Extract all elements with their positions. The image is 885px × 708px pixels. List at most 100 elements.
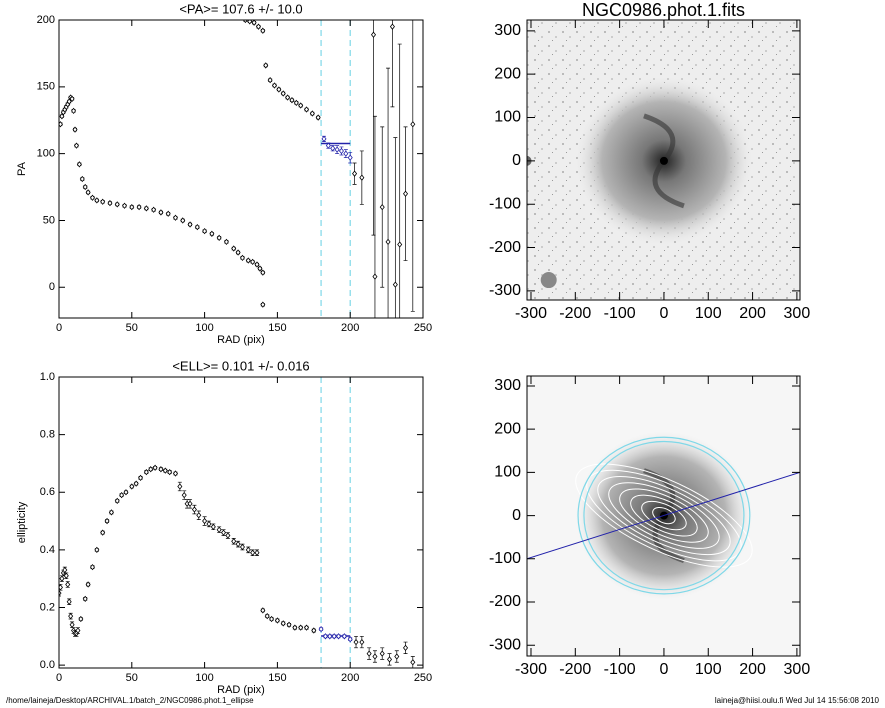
y-tick-label: 0.2 bbox=[40, 601, 55, 613]
y-tick-label: -100 bbox=[489, 550, 521, 567]
x-tick-label: 100 bbox=[695, 305, 722, 322]
point bbox=[123, 489, 129, 496]
y-tick-label: 100 bbox=[494, 109, 521, 126]
pa-line bbox=[527, 471, 800, 560]
point bbox=[289, 97, 295, 104]
point bbox=[254, 261, 260, 268]
point bbox=[318, 625, 324, 633]
y-tick-label: 100 bbox=[494, 464, 521, 481]
point bbox=[62, 566, 68, 574]
isophote bbox=[608, 482, 720, 549]
x-tick-label: 0 bbox=[56, 322, 62, 334]
image bbox=[527, 20, 800, 300]
point bbox=[191, 506, 197, 513]
point bbox=[235, 249, 241, 256]
x-tick-label: 200 bbox=[739, 305, 766, 322]
point bbox=[71, 107, 77, 115]
point bbox=[100, 198, 106, 205]
x-tick-label: 200 bbox=[341, 322, 359, 334]
y-tick-label: 300 bbox=[494, 377, 521, 394]
x-tick-label: -300 bbox=[515, 305, 547, 322]
point bbox=[255, 23, 261, 30]
x-tick-label: 150 bbox=[268, 322, 286, 334]
point bbox=[370, 31, 377, 38]
point bbox=[309, 110, 315, 117]
x-tick-label: -200 bbox=[559, 661, 591, 678]
x-tick-label: 100 bbox=[195, 672, 213, 684]
point bbox=[114, 201, 120, 208]
x-tick-label: -100 bbox=[604, 305, 636, 322]
isophote bbox=[583, 440, 745, 591]
chart-title: NGC0986.phot.1.fits bbox=[582, 0, 745, 20]
point bbox=[172, 470, 178, 477]
point bbox=[331, 633, 337, 640]
point bbox=[59, 113, 65, 120]
point bbox=[162, 467, 168, 474]
point bbox=[143, 205, 149, 212]
point bbox=[119, 491, 125, 499]
point bbox=[231, 538, 237, 545]
point bbox=[239, 543, 245, 551]
x-axis-label: RAD (pix) bbox=[217, 334, 265, 346]
point bbox=[177, 483, 183, 490]
y-tick-label: 0.6 bbox=[40, 486, 55, 498]
y-tick-label: 0 bbox=[512, 152, 521, 169]
point bbox=[122, 202, 128, 209]
point bbox=[276, 86, 282, 93]
point bbox=[330, 145, 336, 152]
point bbox=[69, 95, 75, 102]
axes-frame bbox=[58, 19, 424, 319]
point bbox=[202, 227, 208, 235]
isophote bbox=[652, 506, 676, 525]
point bbox=[271, 82, 278, 89]
x-tick-label: 100 bbox=[195, 322, 213, 334]
point bbox=[69, 621, 75, 628]
point bbox=[392, 281, 398, 288]
point bbox=[242, 20, 248, 24]
footer-path: /home/laineja/Desktop/ARCHIVAL.1/batch_2… bbox=[6, 696, 254, 705]
point bbox=[152, 464, 158, 471]
footer-stamp: laineja@hiisi.oulu.fi Wed Jul 14 15:56:0… bbox=[715, 696, 880, 705]
point bbox=[385, 238, 391, 245]
y-tick-label: 200 bbox=[37, 14, 55, 26]
point bbox=[263, 62, 269, 69]
point bbox=[75, 627, 81, 634]
point bbox=[353, 638, 359, 646]
y-tick-label: 0.0 bbox=[40, 659, 55, 671]
point bbox=[372, 653, 378, 660]
point bbox=[379, 203, 385, 211]
point bbox=[386, 656, 393, 663]
point bbox=[180, 217, 186, 224]
y-tick-label: -200 bbox=[489, 593, 521, 610]
point bbox=[285, 94, 291, 101]
point bbox=[352, 170, 358, 177]
y-tick-label: 1.0 bbox=[40, 371, 55, 383]
x-tick-label: 300 bbox=[784, 305, 811, 322]
point bbox=[82, 595, 88, 602]
point bbox=[94, 197, 100, 204]
plot-area bbox=[59, 377, 416, 668]
x-tick-label: 250 bbox=[414, 672, 432, 684]
x-tick-label: 100 bbox=[695, 661, 722, 678]
point bbox=[65, 581, 71, 588]
point bbox=[66, 598, 72, 605]
y-tick-label: 50 bbox=[43, 214, 55, 226]
point bbox=[209, 230, 215, 237]
x-tick-label: 50 bbox=[126, 672, 138, 684]
point bbox=[158, 209, 164, 216]
x-tick-label: -300 bbox=[515, 661, 547, 678]
point bbox=[359, 638, 365, 646]
point bbox=[336, 633, 342, 640]
y-tick-label: 150 bbox=[37, 81, 55, 93]
point bbox=[136, 203, 142, 211]
x-tick-label: 0 bbox=[659, 305, 668, 322]
y-tick-label: 0.8 bbox=[40, 429, 55, 441]
point bbox=[260, 607, 266, 614]
x-tick-label: 300 bbox=[784, 661, 811, 678]
point bbox=[76, 161, 82, 168]
y-axis-label: PA bbox=[16, 161, 28, 176]
x-tick-label: 200 bbox=[341, 672, 359, 684]
point bbox=[410, 659, 416, 666]
point bbox=[181, 491, 187, 499]
point bbox=[202, 517, 208, 525]
